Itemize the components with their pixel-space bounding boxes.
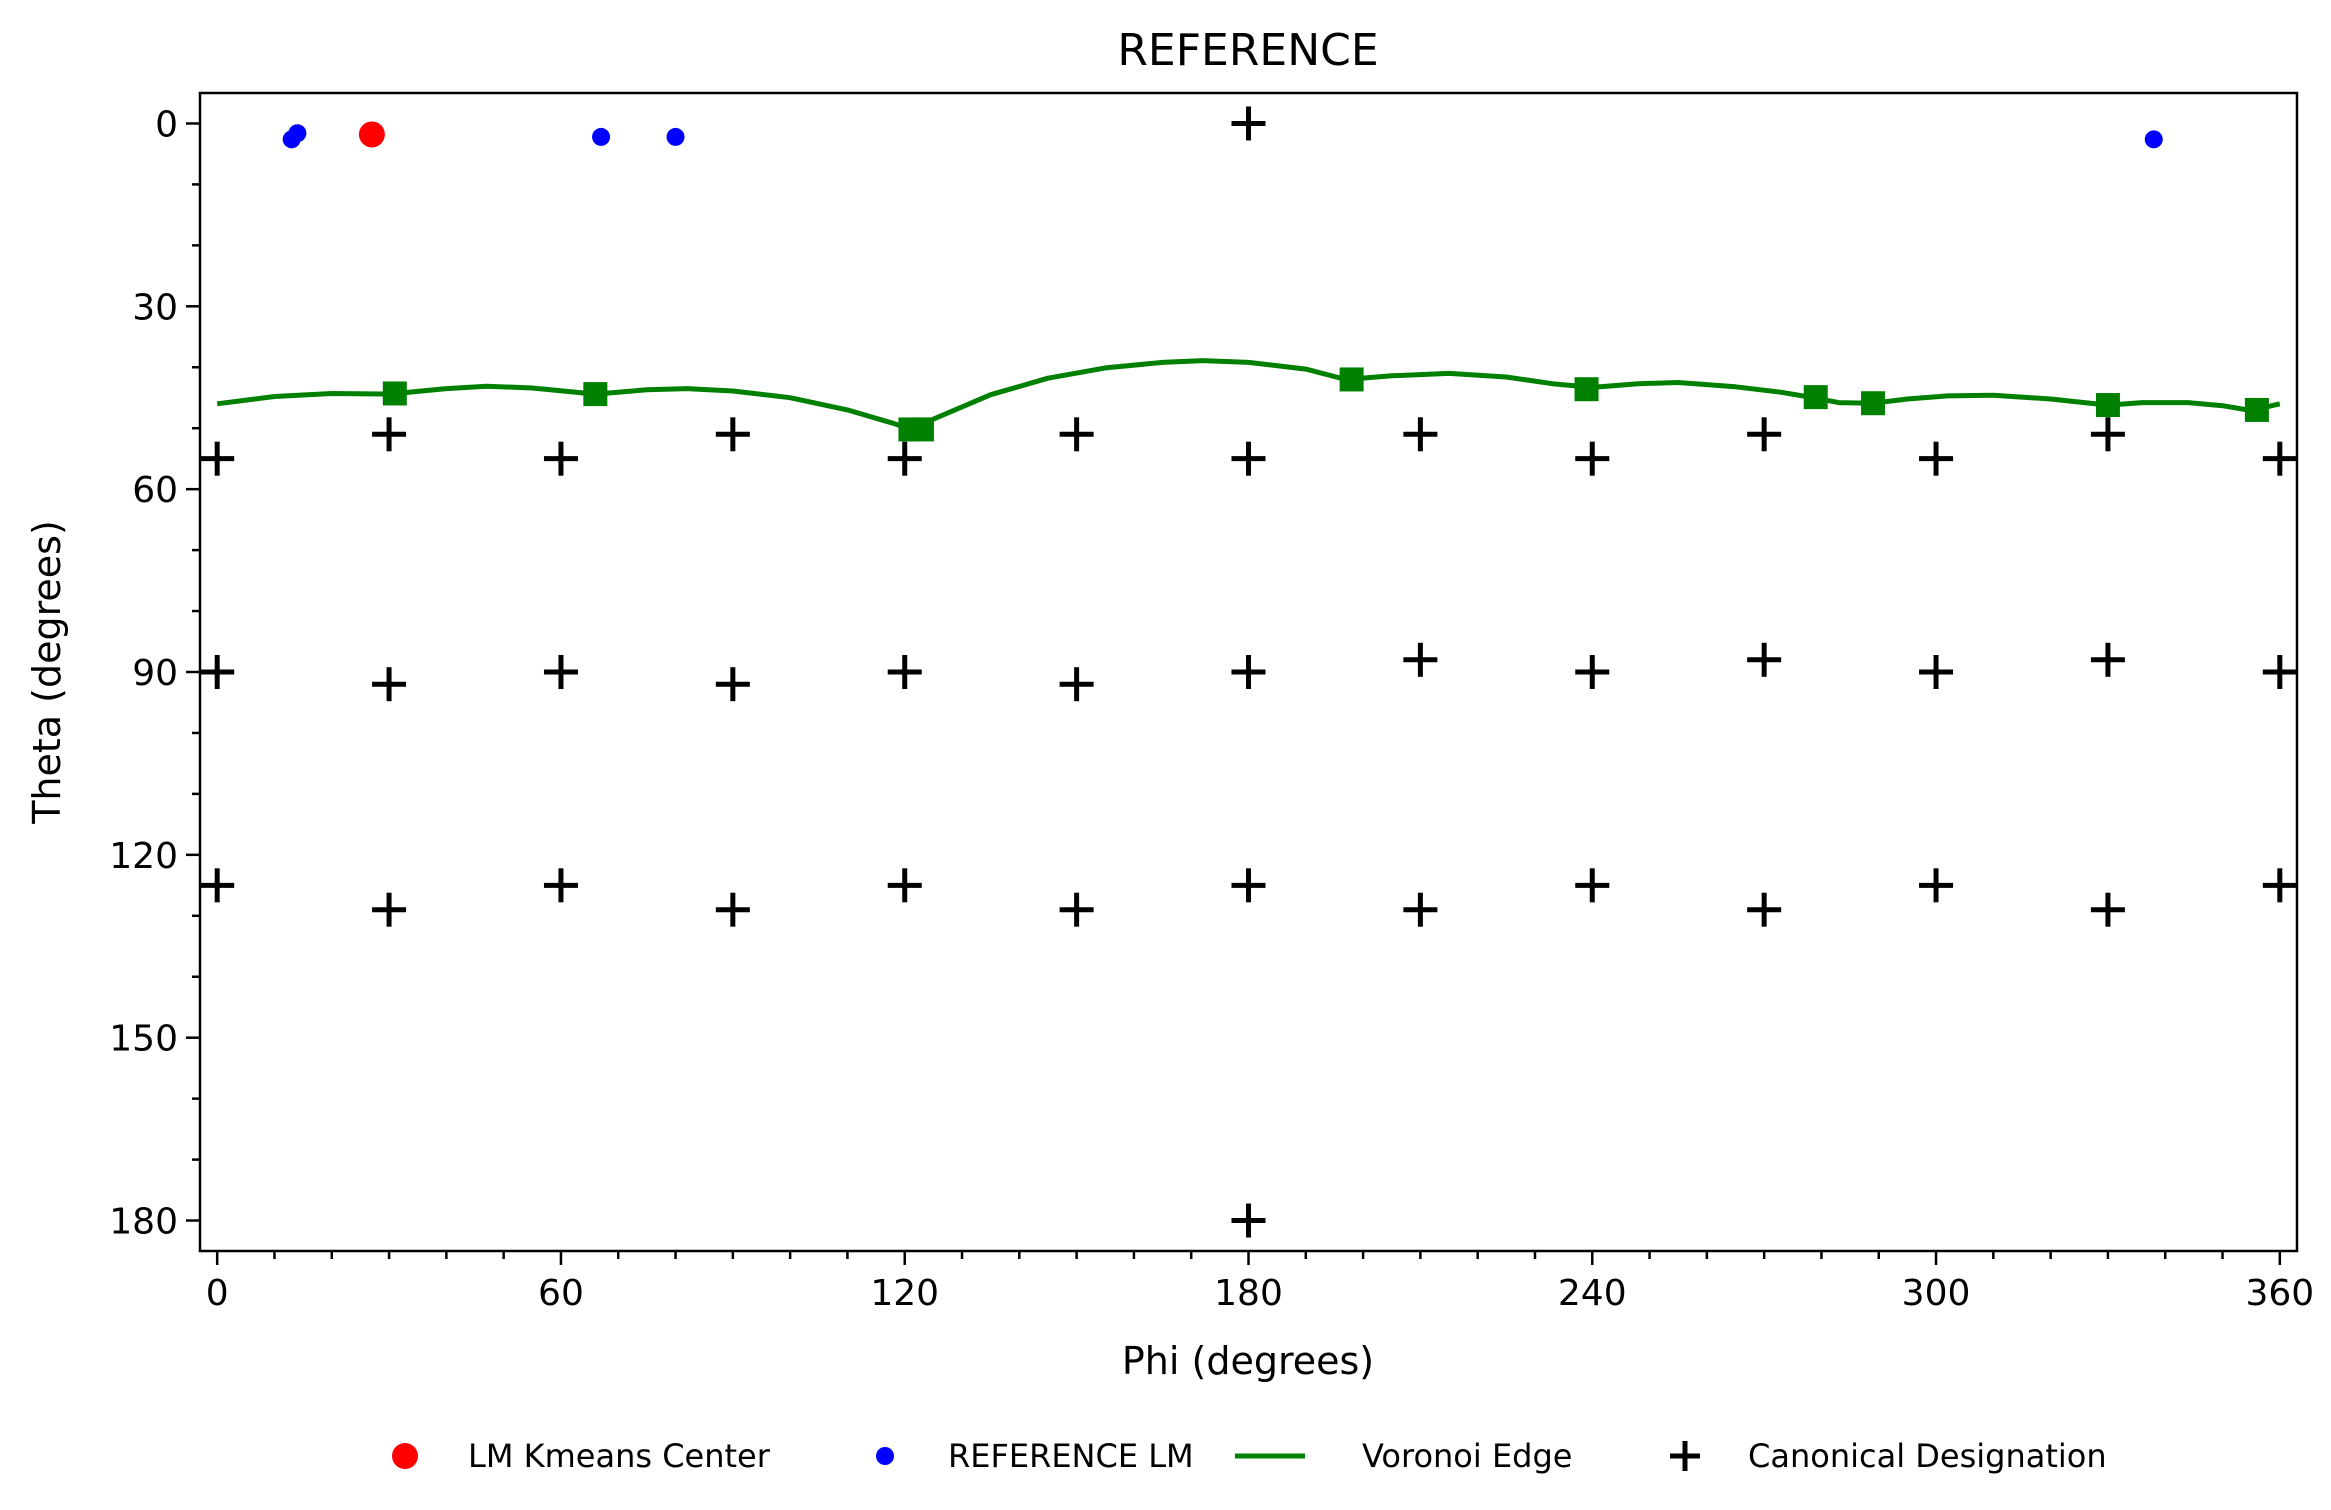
- canonical-designation-marker: [1575, 655, 1610, 689]
- y-tick-label: 30: [132, 287, 178, 328]
- canonical-designation-marker: [1919, 441, 1954, 476]
- y-tick-label: 150: [109, 1019, 178, 1060]
- canonical-designation-marker: [887, 868, 922, 903]
- canonical-designation-marker: [887, 441, 922, 476]
- legend-label: REFERENCE LM: [948, 1437, 1194, 1475]
- canonical-designation-series: [200, 106, 2297, 1238]
- voronoi-edge-line: [216, 358, 2281, 432]
- voronoi-vertex-marker: [1574, 377, 1599, 402]
- canonical-designation-marker: [1231, 1203, 1266, 1238]
- y-tick-label: 0: [155, 104, 178, 145]
- voronoi-vertex-marker: [2095, 393, 2120, 418]
- legend-marker: [876, 1447, 894, 1465]
- x-axis: 0 60 120 180 240 300 360: [206, 1251, 2314, 1314]
- canonical-designation-marker: [1747, 642, 1782, 677]
- canonical-designation-marker: [200, 441, 235, 476]
- canonical-designation-marker: [543, 441, 578, 476]
- canonical-designation-marker: [1059, 417, 1094, 452]
- canonical-designation-marker: [1575, 868, 1610, 903]
- canonical-designation-marker: [1919, 655, 1954, 689]
- canonical-designation-marker: [543, 868, 578, 903]
- canonical-designation-marker: [2090, 642, 2125, 677]
- canonical-designation-marker: [1575, 441, 1610, 476]
- legend-label: Canonical Designation: [1748, 1437, 2107, 1475]
- canonical-designation-marker: [2090, 892, 2125, 927]
- x-tick-label: 360: [2245, 1273, 2314, 1314]
- x-tick-label: 60: [538, 1273, 584, 1314]
- legend-marker: [392, 1443, 418, 1469]
- reference-lm-series: [282, 124, 2163, 149]
- x-tick-label: 0: [206, 1273, 229, 1314]
- canonical-designation-marker: [1403, 417, 1438, 452]
- y-axis-label: Theta (degrees): [25, 520, 69, 825]
- canonical-designation-marker: [1747, 417, 1782, 452]
- canonical-designation-marker: [200, 868, 235, 903]
- canonical-designation-marker: [1059, 667, 1094, 702]
- reference-lm-point: [666, 127, 685, 146]
- legend-label: LM Kmeans Center: [468, 1437, 771, 1475]
- canonical-designation-marker: [2262, 868, 2297, 903]
- x-tick-label: 300: [1902, 1273, 1971, 1314]
- canonical-designation-marker: [1403, 642, 1438, 677]
- reference-lm-point: [2144, 130, 2163, 149]
- voronoi-vertex-marker: [909, 417, 934, 442]
- canonical-designation-marker: [2262, 441, 2297, 476]
- canonical-designation-marker: [1231, 868, 1266, 903]
- canonical-designation-marker: [1231, 441, 1266, 476]
- chart-title: REFERENCE: [1117, 25, 1378, 76]
- voronoi-vertex-marker: [1803, 385, 1828, 410]
- x-tick-label: 120: [870, 1273, 939, 1314]
- y-tick-label: 60: [132, 470, 178, 511]
- canonical-designation-marker: [543, 655, 578, 689]
- canonical-designation-marker: [2090, 417, 2125, 452]
- y-tick-label: 120: [109, 836, 178, 877]
- canonical-designation-marker: [715, 417, 750, 452]
- canonical-designation-marker: [1231, 106, 1266, 141]
- canonical-designation-marker: [2262, 655, 2297, 689]
- reference-lm-point: [592, 127, 611, 146]
- legend: LM Kmeans Center REFERENCE LM Voronoi Edge…: [392, 1437, 2107, 1475]
- legend-label: Voronoi Edge: [1362, 1437, 1572, 1475]
- canonical-designation-marker: [372, 417, 407, 452]
- voronoi-vertex-marker: [1861, 391, 1886, 416]
- canonical-designation-marker: [372, 892, 407, 927]
- legend-item: LM Kmeans Center: [392, 1437, 771, 1475]
- x-tick-label: 240: [1558, 1273, 1627, 1314]
- canonical-designation-marker: [1747, 892, 1782, 927]
- canonical-designation-marker: [1231, 655, 1266, 689]
- canonical-designation-marker: [1403, 892, 1438, 927]
- x-axis-label: Phi (degrees): [1122, 1339, 1374, 1383]
- canonical-designation-marker: [200, 655, 235, 689]
- voronoi-vertex-marker: [2244, 397, 2269, 422]
- voronoi-vertex-marker: [382, 381, 407, 406]
- voronoi-vertex-marker: [583, 382, 608, 407]
- y-tick-label: 90: [132, 653, 178, 694]
- legend-item: REFERENCE LM: [876, 1437, 1194, 1475]
- canonical-designation-marker: [1059, 892, 1094, 927]
- y-tick-label: 180: [109, 1202, 178, 1243]
- lm-kmeans-center-point: [358, 121, 385, 148]
- canonical-designation-marker: [715, 892, 750, 927]
- canonical-designation-marker: [1919, 868, 1954, 903]
- legend-item: Voronoi Edge: [1235, 1437, 1572, 1475]
- y-axis: 0 30 60 90 120 150 180: [109, 104, 200, 1243]
- voronoi-vertex-marker: [1339, 367, 1364, 392]
- legend-item: Canonical Designation: [1670, 1437, 2107, 1475]
- canonical-designation-marker: [887, 655, 922, 689]
- x-tick-label: 180: [1214, 1273, 1283, 1314]
- reference-lm-point: [288, 124, 307, 143]
- canonical-designation-marker: [372, 667, 407, 702]
- lm-kmeans-center-series: [358, 121, 385, 148]
- canonical-designation-marker: [715, 667, 750, 702]
- voronoi-edge-series: [216, 358, 2281, 442]
